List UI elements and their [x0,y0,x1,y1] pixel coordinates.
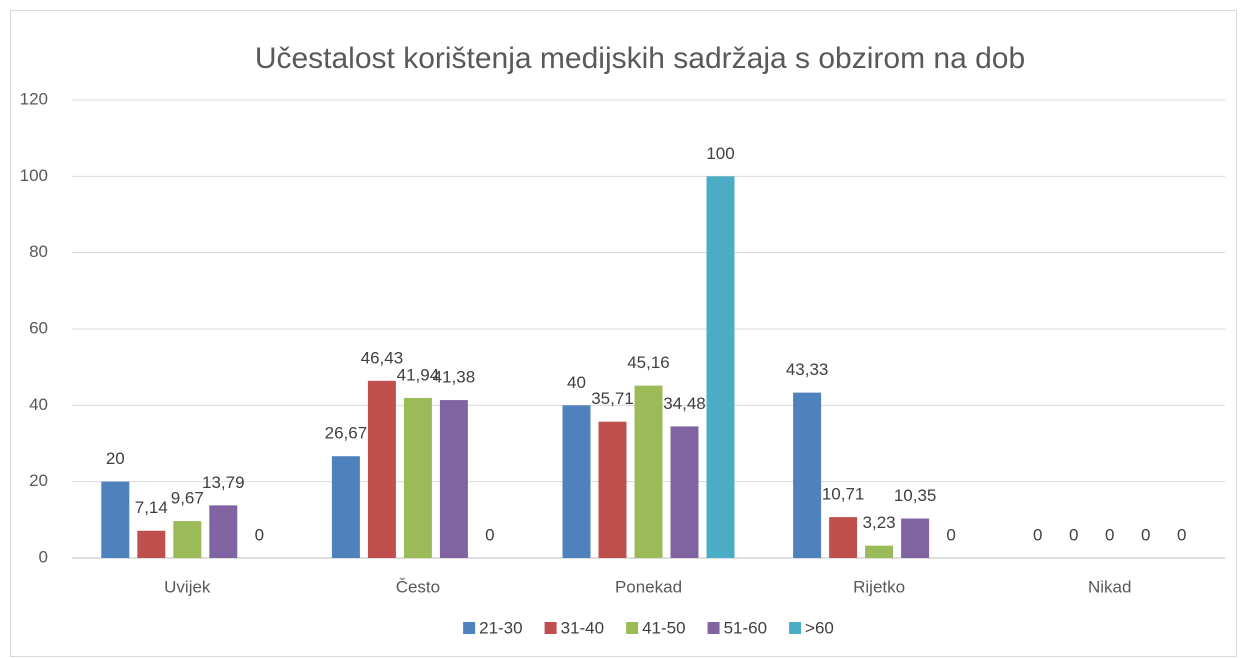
legend-swatch [707,622,720,634]
data-label: 0 [946,525,955,544]
data-label: 0 [1177,525,1186,544]
x-tick-label: Nikad [1088,577,1131,596]
data-label: 9,67 [171,489,204,508]
bar [706,176,735,559]
data-label: 35,71 [591,389,634,408]
legend-label: 31-40 [561,618,604,637]
legend-label: 21-30 [479,618,522,637]
legend-swatch [463,622,476,634]
bar [829,517,858,558]
bar [865,545,894,558]
y-tick-label: 80 [29,242,48,261]
data-label: 10,71 [822,485,865,504]
bar [562,405,591,558]
x-tick-label: Rijetko [853,577,905,596]
data-label: 41,94 [397,365,440,384]
x-tick-label: Često [396,577,440,596]
y-tick-label: 100 [20,166,48,185]
data-label: 43,33 [786,360,829,379]
data-label: 40 [567,373,586,392]
bar [634,385,663,558]
legend-label: 41-50 [642,618,685,637]
data-label: 10,35 [894,486,937,505]
data-label: 46,43 [361,348,404,367]
data-label: 34,48 [663,394,706,413]
bar [901,518,930,558]
x-tick-label: Ponekad [615,577,682,596]
data-label: 0 [255,525,264,544]
legend-label: >60 [805,618,834,637]
bar [598,421,627,558]
data-label: 13,79 [202,473,245,492]
x-tick-label: Uvijek [164,577,211,596]
data-label: 20 [106,449,125,468]
bar [137,530,166,558]
y-tick-label: 120 [20,89,48,108]
legend: 21-30 31-40 41-50 51-60 >60 [463,618,834,637]
data-label: 0 [1141,525,1150,544]
chart-border [10,10,1237,657]
data-label: 0 [485,525,494,544]
data-label: 41,38 [433,368,476,387]
legend-swatch [626,622,639,634]
bar [173,521,202,558]
bar [793,392,822,558]
bar [331,456,360,558]
data-label: 45,16 [627,353,670,372]
data-label: 100 [706,144,734,163]
legend-label: 51-60 [724,618,767,637]
y-tick-label: 0 [39,547,48,566]
data-label: 26,67 [325,424,368,443]
chart-title: Učestalost korištenja medijskih sadržaja… [255,42,1025,75]
data-label: 0 [1069,525,1078,544]
y-tick-label: 60 [29,318,48,337]
y-tick-label: 40 [29,395,48,414]
data-label: 7,14 [135,498,168,517]
bar [101,481,130,558]
bar [670,426,699,558]
bar [403,397,432,558]
data-label: 0 [1033,525,1042,544]
y-tick-label: 20 [29,471,48,490]
data-label: 0 [1105,525,1114,544]
bar [367,380,396,558]
bar [439,400,468,558]
bar [209,505,238,558]
legend-swatch [544,622,557,634]
data-label: 3,23 [863,513,896,532]
legend-swatch [789,622,802,634]
